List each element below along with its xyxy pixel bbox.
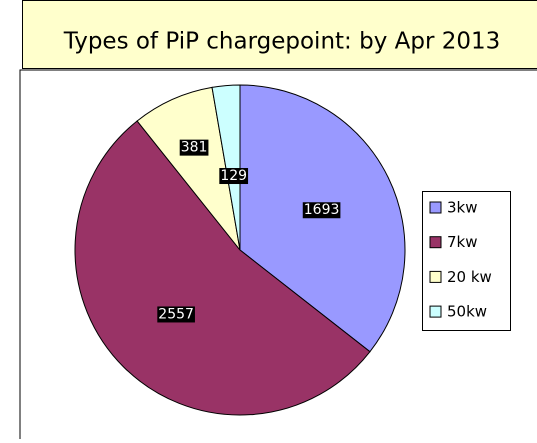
legend-label: 20 kw (447, 268, 492, 286)
legend-label: 7kw (447, 233, 478, 251)
legend-label: 50kw (447, 303, 487, 321)
legend-swatch (430, 306, 441, 317)
chart-title: Types of PiP chargepoint: by Apr 2013 (63, 29, 501, 55)
legend-swatch (430, 237, 441, 248)
data-label: 381 (181, 140, 208, 156)
legend-swatch (430, 271, 441, 282)
data-label: 2557 (158, 306, 194, 322)
legend-swatch (430, 202, 441, 213)
data-label: 1693 (304, 202, 340, 218)
pie (75, 85, 405, 415)
data-label: 129 (220, 168, 247, 184)
legend-label: 3kw (447, 199, 478, 217)
